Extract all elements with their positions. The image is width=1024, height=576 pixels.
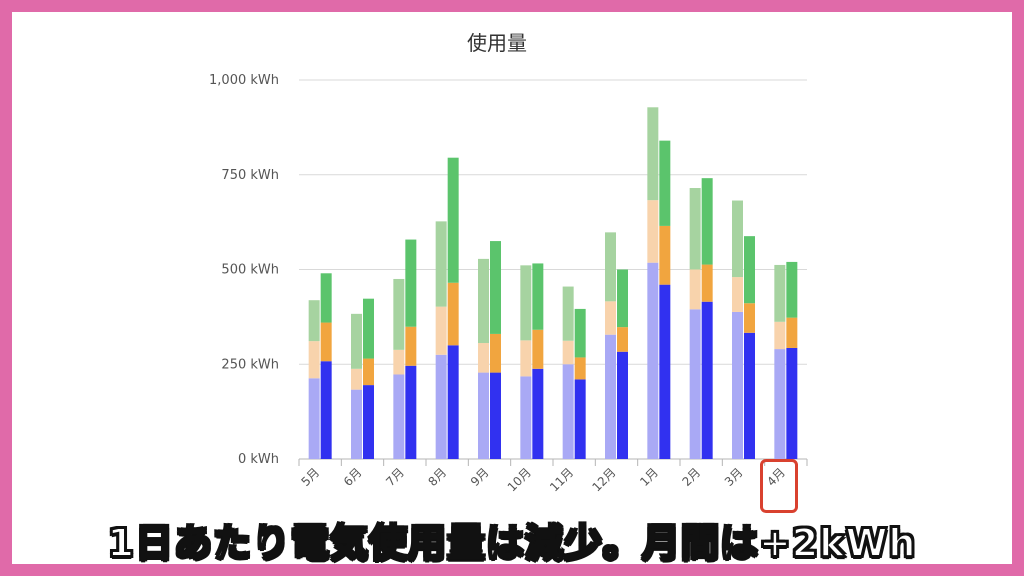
chart-title: 使用量 <box>467 31 527 55</box>
bar-segment <box>308 378 320 459</box>
bar-segment <box>478 372 489 459</box>
bar-segment <box>605 232 616 302</box>
bar-segment <box>520 265 532 341</box>
x-tick-label: 2月 <box>680 465 704 489</box>
bar-segment <box>605 334 616 459</box>
bar-segment <box>532 329 544 369</box>
bar-segment <box>351 389 362 459</box>
bar-segment <box>478 343 489 373</box>
bar-segment <box>363 385 374 459</box>
bar-segment <box>605 301 616 335</box>
x-tick-label: 8月 <box>426 465 450 489</box>
y-tick-label: 250 kWh <box>221 357 279 372</box>
highlight-box <box>760 459 798 513</box>
x-tick-label: 11月 <box>547 465 576 494</box>
caption: 1日あたり電気使用量は減少。月間は+2kWh <box>107 520 917 566</box>
bar-segment <box>435 221 447 307</box>
bar-segment <box>617 351 628 459</box>
bar-segment <box>490 333 501 373</box>
x-tick-label: 1月 <box>637 465 661 489</box>
x-tick-label: 10月 <box>505 465 534 494</box>
bar-segment <box>351 313 362 369</box>
bar-segment <box>520 340 532 377</box>
bar-segment <box>617 327 628 352</box>
y-tick-label: 1,000 kWh <box>209 73 279 88</box>
bar-segment <box>732 311 743 459</box>
bar-segment <box>689 309 701 459</box>
bar-segment <box>405 239 417 327</box>
bar-segment <box>647 200 659 263</box>
bar-segment <box>732 277 743 312</box>
bar-segment <box>490 372 501 459</box>
x-tick-label: 7月 <box>383 465 407 489</box>
bar-segment <box>532 368 544 459</box>
bar-segment <box>574 308 586 358</box>
bar-segment <box>744 236 755 304</box>
bar-segment <box>774 349 786 459</box>
x-tick-label: 9月 <box>468 465 492 489</box>
bar-segment <box>562 364 574 459</box>
bar-segment <box>647 107 659 201</box>
bar-segment <box>562 340 574 365</box>
bar-segment <box>363 358 374 386</box>
bar-segment <box>393 278 405 350</box>
bar-segment <box>574 357 586 380</box>
bar-segment <box>447 282 459 346</box>
bar-segment <box>786 317 798 348</box>
x-tick-label: 6月 <box>341 465 365 489</box>
bar-segment <box>786 347 798 459</box>
bar-segment <box>617 269 628 328</box>
bar-segment <box>320 361 332 459</box>
bar-segment <box>435 354 447 459</box>
bar-segment <box>744 303 755 333</box>
bar-segment <box>562 286 574 341</box>
bar-segment <box>659 140 671 226</box>
bar-segment <box>701 301 713 459</box>
bar-segment <box>405 326 417 366</box>
bar-segment <box>520 376 532 459</box>
bar-segment <box>701 178 713 265</box>
bar-segment <box>435 306 447 355</box>
bar-segment <box>393 374 405 459</box>
chart-frame: 使用量 0 kWh 250 kWh 500 kWh 750 kWh 1,000 kWh … <box>12 12 1012 566</box>
bar-segment <box>574 379 586 459</box>
x-tick-label: 5月 <box>299 465 323 489</box>
y-tick-label: 500 kWh <box>221 263 279 278</box>
bar-segment <box>774 264 786 322</box>
bar-segment <box>689 269 701 310</box>
bar-segment <box>308 341 320 379</box>
bar-segment <box>532 263 544 330</box>
x-tick-label: 12月 <box>589 465 618 494</box>
bar-segment <box>689 188 701 270</box>
bar-segment <box>320 273 332 323</box>
bar-segment <box>351 368 362 390</box>
bar-segment <box>786 261 798 318</box>
bar-segment <box>447 345 459 459</box>
bar-segment <box>659 225 671 285</box>
bar-segment <box>701 264 713 302</box>
bar-segment <box>744 332 755 459</box>
y-axis-ticks: 0 kWh 250 kWh 500 kWh 750 kWh 1,000 kWh <box>209 73 279 467</box>
bar-segment <box>393 349 405 375</box>
bar-segment <box>478 258 489 344</box>
bar-segment <box>363 298 374 359</box>
bar-segment <box>447 157 459 283</box>
x-axis-ticks: 5月 6月 7月 8月 9月 10月 11月 12月 1月 2月 3月 4月 <box>298 459 808 494</box>
y-tick-label: 0 kWh <box>238 452 279 467</box>
bar-segment <box>308 300 320 342</box>
x-tick-label: 3月 <box>722 465 746 489</box>
bar-segment <box>774 321 786 350</box>
bar-segment <box>490 241 501 334</box>
bar-segment <box>732 200 743 278</box>
y-tick-label: 750 kWh <box>221 168 279 183</box>
bar-segment <box>405 365 417 459</box>
bar-segment <box>659 284 671 459</box>
gridlines <box>299 79 807 460</box>
bar-segment <box>320 322 332 362</box>
bars <box>308 107 798 459</box>
bar-segment <box>647 262 659 459</box>
